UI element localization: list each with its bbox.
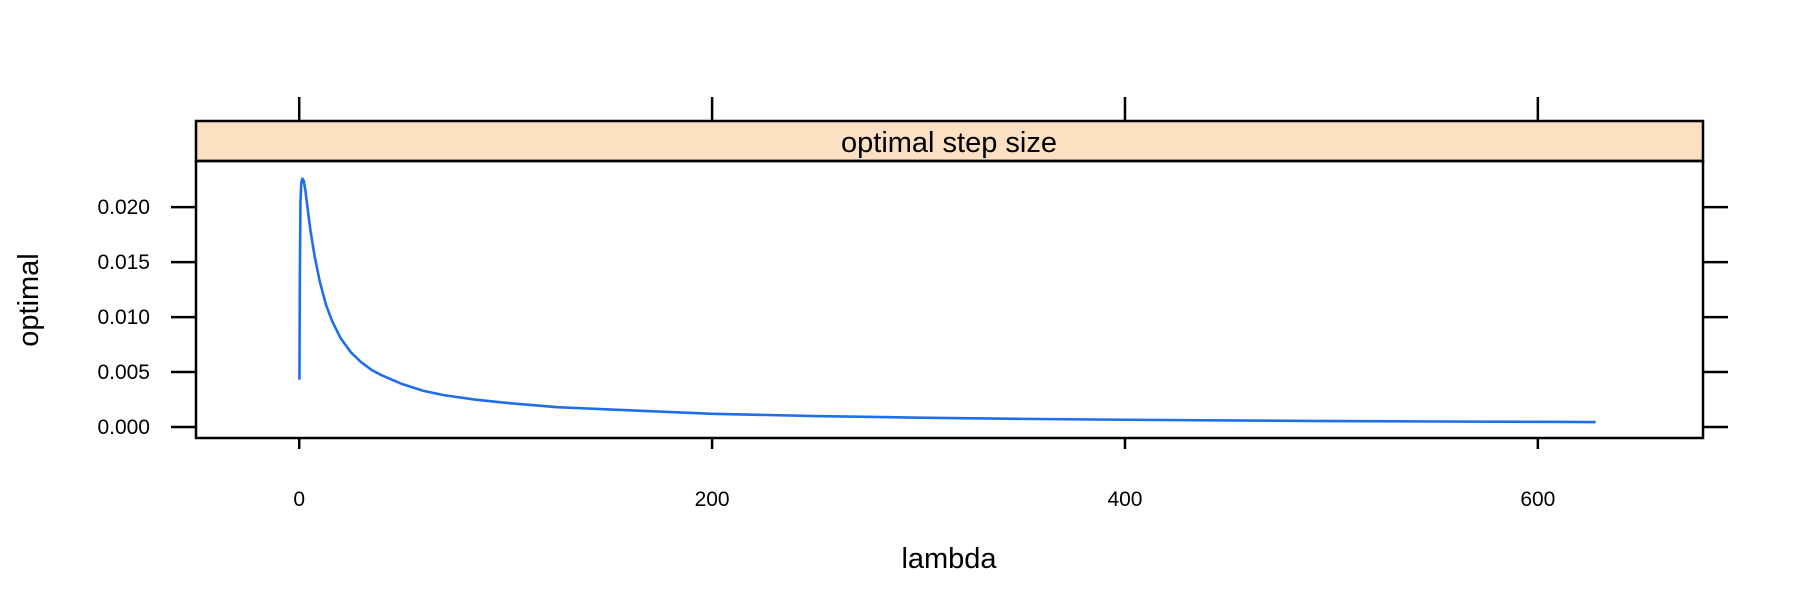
x-axis-title: lambda [901,543,997,575]
x-tick-label: 0 [293,488,305,511]
y-axis-title: optimal [13,253,45,347]
y-tick-label: 0.020 [97,196,150,219]
panel-strip-label: optimal step size [841,127,1057,159]
x-axis: 0 200 400 600 [293,97,1555,511]
y-tick-label: 0.000 [97,416,150,439]
y-tick-label: 0.010 [97,306,150,329]
y-tick-label: 0.015 [97,251,150,274]
x-tick-label: 600 [1520,488,1555,511]
y-tick-label: 0.005 [97,361,150,384]
panel-strip [194,119,1705,163]
x-tick-label: 200 [695,488,730,511]
plot-panel [194,159,1705,440]
y-axis: 0.000 0.005 0.010 0.015 0.020 [97,196,1728,439]
x-tick-label: 400 [1107,488,1142,511]
series-line [298,177,1596,424]
